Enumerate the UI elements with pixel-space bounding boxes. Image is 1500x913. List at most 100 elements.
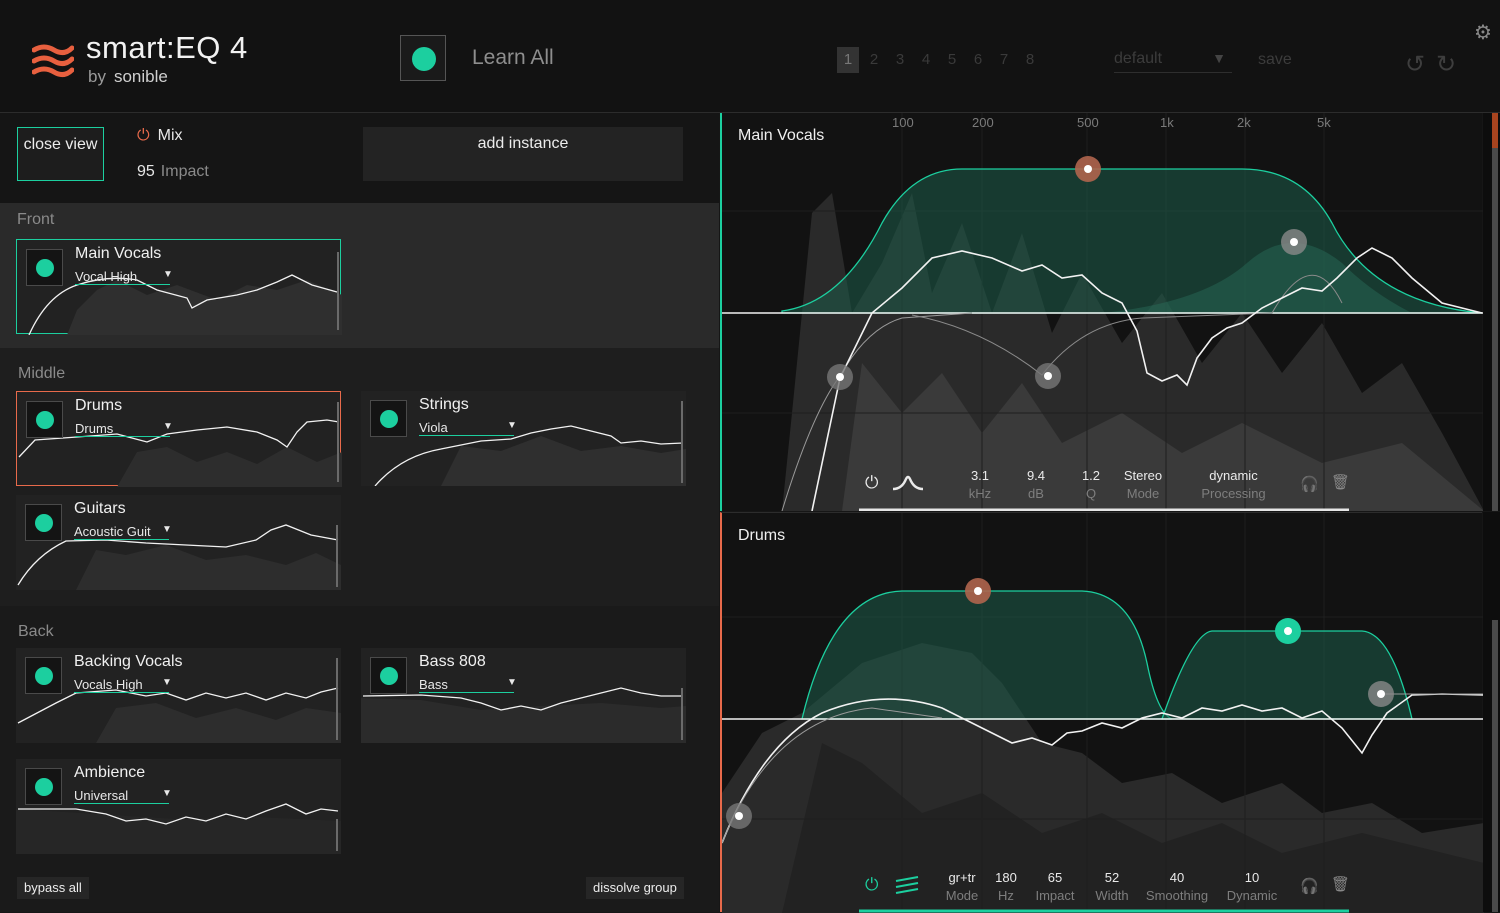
bell-filter-icon[interactable]	[892, 473, 924, 493]
trash-icon[interactable]: 🗑	[1331, 474, 1351, 491]
profile-select[interactable]: Vocal High	[75, 269, 170, 285]
slot-button[interactable]: 5	[947, 51, 957, 68]
active-indicator-icon	[35, 778, 53, 796]
q-control[interactable]: 1.2 Q	[1081, 468, 1101, 501]
instance-card-strings[interactable]: Strings Viola ▼	[361, 391, 686, 486]
bypass-all-button[interactable]: bypass all	[17, 877, 89, 899]
profile-select[interactable]: Universal	[74, 788, 169, 804]
eq-graph[interactable]	[722, 513, 1484, 913]
instance-name: Drums	[75, 397, 123, 414]
freq-label: 500	[1077, 115, 1099, 130]
instance-name: Main Vocals	[75, 245, 162, 262]
instance-toggle[interactable]	[26, 249, 63, 286]
freq-label: 5k	[1317, 115, 1331, 130]
spectrum-thumbnail	[18, 402, 342, 487]
spectrum-thumbnail	[361, 687, 686, 743]
add-instance-button[interactable]: add instance	[363, 127, 683, 181]
instance-toggle[interactable]	[25, 768, 62, 805]
group-label: Front	[17, 211, 55, 228]
level-meter	[1483, 512, 1500, 912]
slot-button[interactable]: 7	[999, 51, 1009, 68]
profile-select[interactable]: Viola	[419, 420, 514, 436]
trash-icon[interactable]: 🗑	[1331, 876, 1351, 893]
eq-pane-main-vocals[interactable]: Main Vocals 100 200 500 1k 2k 5k ⏻ 3.1 kH…	[720, 113, 1484, 511]
freq-label: 2k	[1237, 115, 1251, 130]
eq-pane-drums[interactable]: Drums ⏻ gr+tr Mode 180 Hz 65 Impact 52 Width…	[720, 512, 1484, 913]
close-view-button[interactable]: close view	[17, 127, 104, 181]
spectrum-thumbnail	[16, 803, 341, 854]
profile-select[interactable]: Vocals High	[74, 677, 169, 693]
instance-toggle[interactable]	[25, 504, 62, 541]
instance-name: Guitars	[74, 500, 126, 517]
power-icon[interactable]: ⏻	[865, 473, 879, 492]
instance-card-guitars[interactable]: Guitars Acoustic Guit ▼	[16, 495, 341, 590]
gear-icon[interactable]: ⚙	[1474, 22, 1492, 44]
undo-icon[interactable]: ↺	[1405, 51, 1426, 78]
instance-name: Bass 808	[419, 653, 486, 670]
dynamic-control[interactable]: 10 Dynamic	[1226, 870, 1278, 903]
active-indicator-icon	[35, 514, 53, 532]
preset-select[interactable]: default ▼	[1114, 50, 1232, 73]
width-control[interactable]: 52 Width	[1095, 870, 1129, 903]
header-bar	[0, 0, 1500, 113]
instance-toggle[interactable]	[370, 657, 407, 694]
mix-toggle[interactable]: ⏻ Mix	[137, 127, 183, 144]
spectrum-thumbnail	[28, 252, 342, 335]
instance-toggle[interactable]	[26, 401, 63, 438]
group-back: Back Backing Vocals Vocals High ▼ Bass 8…	[0, 606, 719, 872]
processing-control[interactable]: dynamic Processing	[1201, 468, 1266, 501]
gain-control[interactable]: 9.4 dB	[1026, 468, 1046, 501]
frequency-control[interactable]: 180 Hz	[995, 870, 1017, 903]
instance-toggle[interactable]	[370, 400, 407, 437]
smart-filter-icon[interactable]	[894, 875, 920, 895]
power-icon[interactable]: ⏻	[865, 875, 879, 894]
instance-card-drums[interactable]: Drums Drums ▼	[16, 391, 342, 487]
spectrum-thumbnail	[17, 524, 341, 590]
headphones-icon[interactable]: 🎧	[1300, 476, 1319, 493]
dropdown-arrow-icon: ▼	[162, 677, 172, 688]
active-indicator-icon	[36, 411, 54, 429]
instance-card-bass-808[interactable]: Bass 808 Bass ▼	[361, 648, 686, 743]
slot-button[interactable]: 3	[895, 51, 905, 68]
impact-control[interactable]: 95 Impact	[137, 163, 209, 180]
slot-button[interactable]: 4	[921, 51, 931, 68]
redo-icon[interactable]: ↻	[1436, 51, 1457, 78]
profile-select[interactable]: Acoustic Guit	[74, 524, 169, 540]
impact-control[interactable]: 65 Impact	[1035, 870, 1075, 903]
slot-button[interactable]: 1	[837, 47, 859, 73]
instance-name: Strings	[419, 396, 469, 413]
frequency-control[interactable]: 3.1 kHz	[968, 468, 992, 501]
dropdown-arrow-icon: ▼	[163, 421, 173, 432]
stereo-mode-control[interactable]: Stereo Mode	[1123, 468, 1163, 501]
profile-select[interactable]: Bass	[419, 677, 514, 693]
snapshot-slots: 1 2 3 4 5 6 7 8	[837, 47, 1041, 73]
group-middle: Middle Drums Drums ▼ Strings Viola ▼ Gui…	[0, 348, 719, 606]
instance-card-backing-vocals[interactable]: Backing Vocals Vocals High ▼	[16, 648, 341, 743]
slot-button[interactable]: 6	[973, 51, 983, 68]
eq-graph[interactable]	[722, 113, 1484, 511]
active-indicator-icon	[380, 410, 398, 428]
headphones-icon[interactable]: 🎧	[1300, 878, 1319, 895]
instance-toggle[interactable]	[25, 657, 62, 694]
mode-control[interactable]: gr+tr Mode	[945, 870, 979, 903]
freq-label: 200	[972, 115, 994, 130]
level-meter	[1483, 113, 1500, 511]
dropdown-arrow-icon: ▼	[163, 269, 173, 280]
app-title: smart:EQ 4	[86, 30, 248, 65]
profile-select[interactable]: Drums	[75, 421, 170, 437]
dropdown-arrow-icon: ▼	[1212, 50, 1226, 66]
smoothing-control[interactable]: 40 Smoothing	[1145, 870, 1209, 903]
dropdown-arrow-icon: ▼	[162, 524, 172, 535]
freq-label: 1k	[1160, 115, 1174, 130]
group-label: Middle	[18, 365, 66, 382]
slot-button[interactable]: 8	[1025, 51, 1035, 68]
dissolve-group-button[interactable]: dissolve group	[586, 877, 684, 899]
pane-title: Main Vocals	[738, 127, 825, 144]
pane-title: Drums	[738, 527, 786, 544]
group-label: Back	[18, 623, 54, 640]
learn-all-button[interactable]	[400, 35, 446, 81]
save-button[interactable]: save	[1258, 51, 1292, 68]
instance-card-main-vocals[interactable]: Main Vocals Vocal High ▼	[16, 239, 342, 335]
slot-button[interactable]: 2	[869, 51, 879, 68]
instance-card-ambience[interactable]: Ambience Universal ▼	[16, 759, 341, 854]
